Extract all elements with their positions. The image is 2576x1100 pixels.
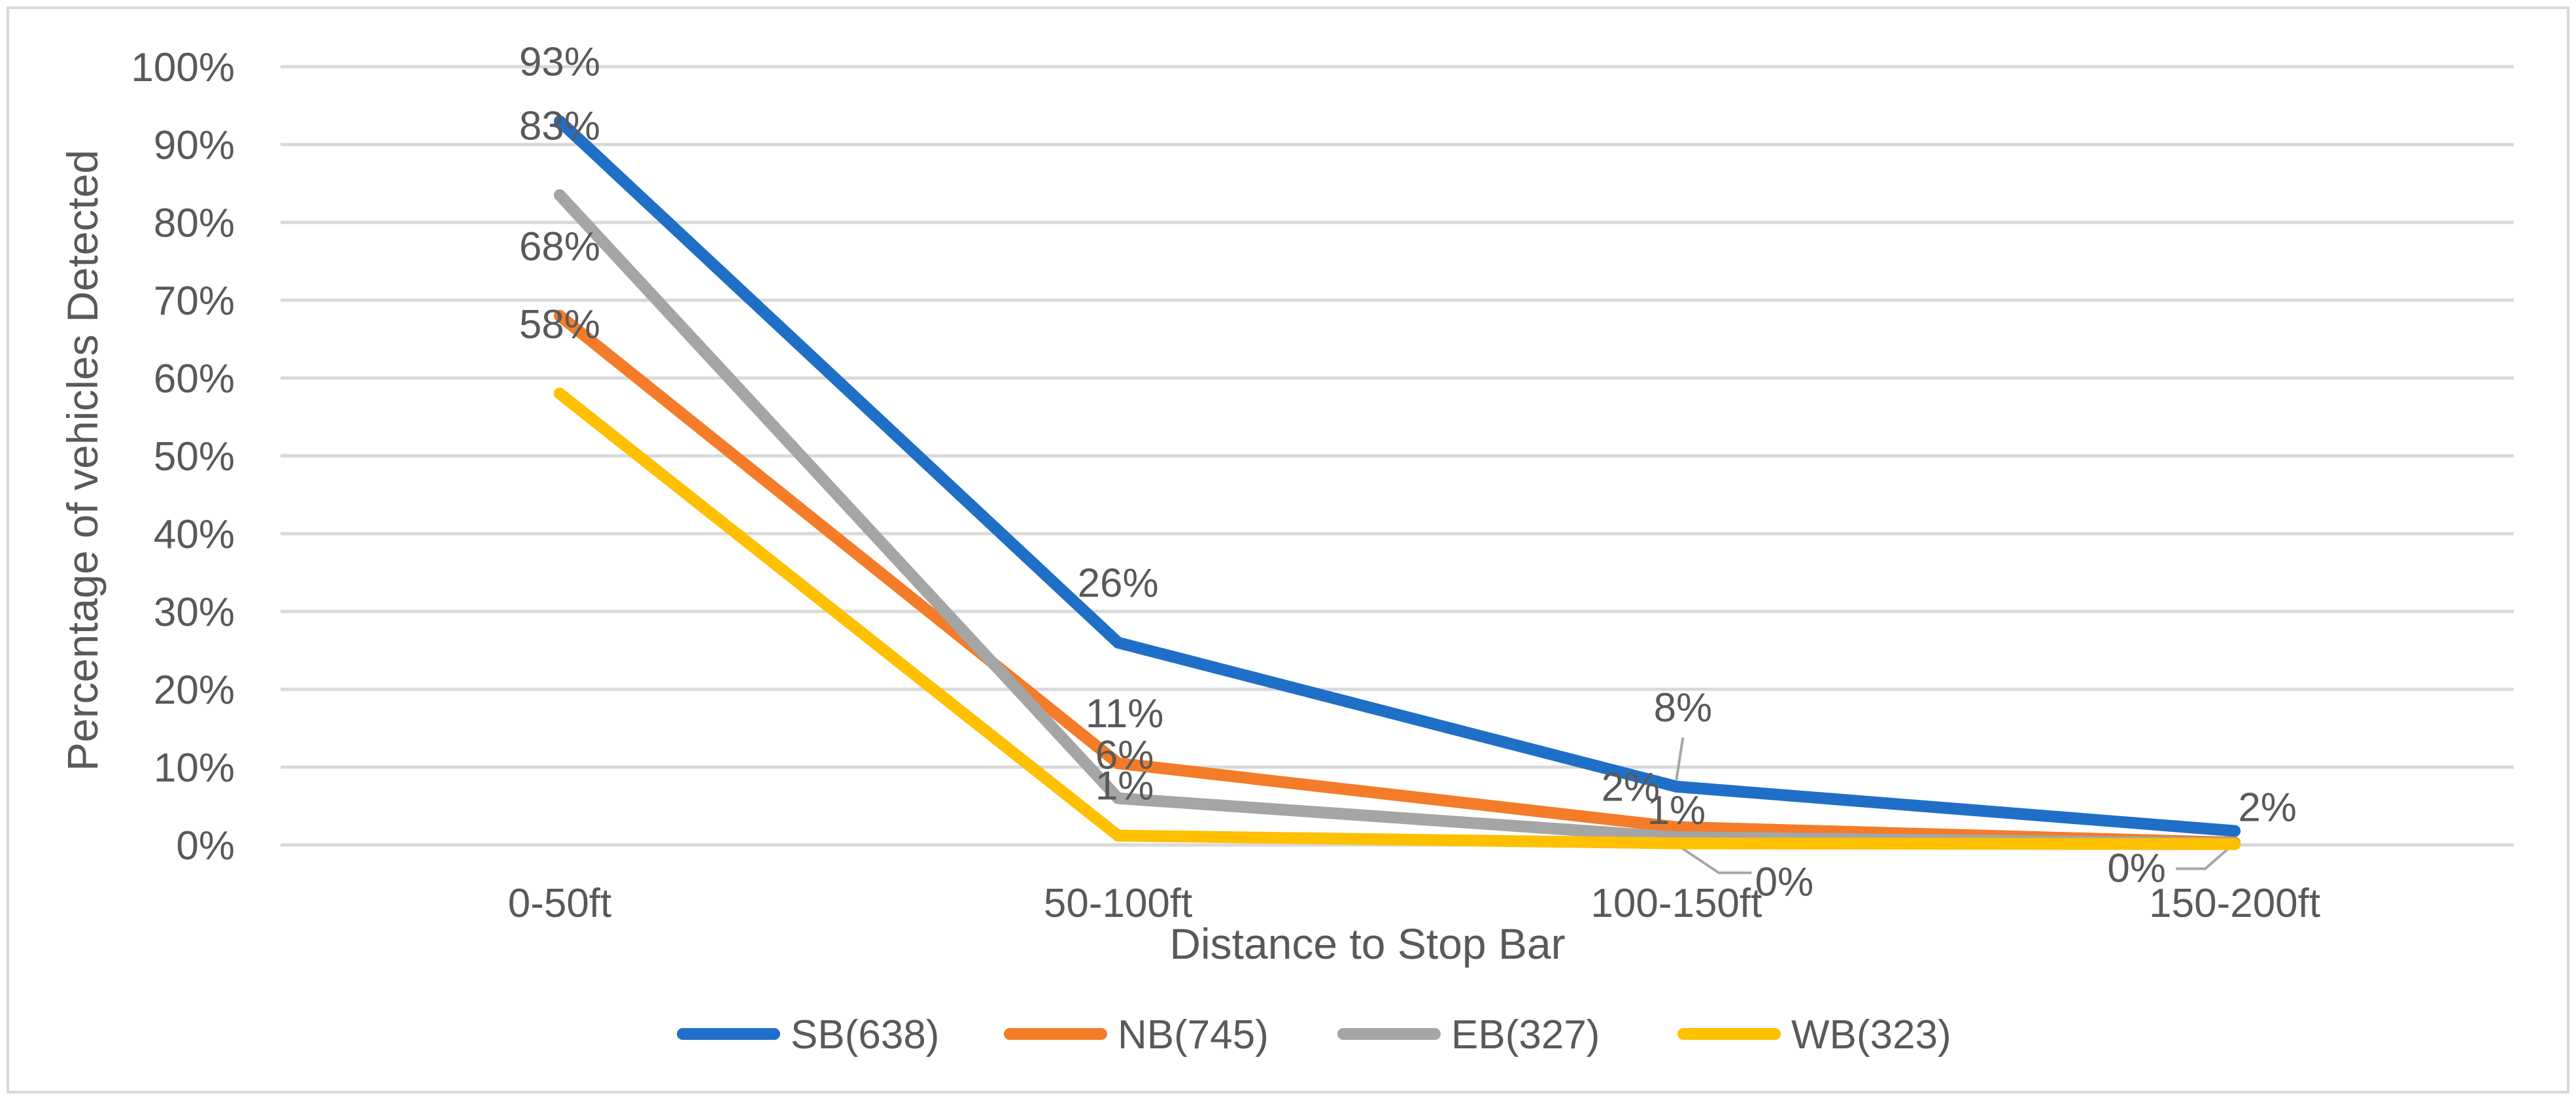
data-label-leader	[1679, 845, 1752, 874]
series-lines	[553, 115, 2241, 850]
data-label: 6%	[1095, 733, 1154, 778]
data-label: 83%	[519, 103, 600, 148]
data-label: 2%	[1602, 765, 1660, 810]
data-point	[1112, 636, 1124, 649]
data-label: 0%	[2107, 846, 2166, 891]
series-line-sb-638-	[553, 115, 2241, 837]
data-label: 1%	[1647, 788, 1706, 833]
data-point	[1112, 792, 1124, 804]
data-label: 2%	[2238, 785, 2297, 831]
data-label-leader	[2176, 844, 2233, 870]
data-labels: 93%26%8%2%68%11%2%0%83%6%1%58%1%0%	[519, 39, 2297, 904]
legend-label: WB(323)	[1791, 1012, 1951, 1057]
data-point	[553, 115, 566, 128]
line-chart: 0% 10% 20% 30% 40% 50% 60% 70% 80% 90% 100% 0-50ft…	[58, 39, 2514, 1057]
x-tick-label: 0-50ft	[508, 881, 612, 926]
data-label: 68%	[519, 224, 600, 269]
legend-label: NB(745)	[1118, 1012, 1269, 1057]
y-tick-label: 70%	[154, 279, 235, 324]
y-tick-label: 30%	[154, 590, 235, 635]
data-label-leader	[1675, 737, 1685, 781]
x-axis-ticks: 0-50ft 50-100ft 100-150ft 150-200ft	[508, 881, 2321, 926]
x-tick-label: 50-100ft	[1044, 881, 1193, 926]
data-point	[553, 189, 566, 201]
data-label: 0%	[1755, 860, 1814, 905]
y-tick-label: 80%	[154, 201, 235, 246]
series-line-nb-745-	[553, 309, 2241, 849]
data-point	[553, 309, 566, 322]
y-tick-label: 0%	[176, 823, 235, 868]
legend-label: SB(638)	[791, 1012, 939, 1057]
series-line-wb-323-	[553, 387, 2241, 850]
y-axis-title: Percentage of vehicles Detected	[58, 150, 107, 771]
y-axis-ticks: 0% 10% 20% 30% 40% 50% 60% 70% 80% 90% 100%	[131, 45, 235, 868]
x-tick-label: 100-150ft	[1590, 881, 1762, 926]
data-point	[553, 387, 566, 400]
legend-label: EB(327)	[1451, 1012, 1600, 1057]
chart-frame: 0% 10% 20% 30% 40% 50% 60% 70% 80% 90% 100% 0-50ft…	[7, 7, 2569, 1093]
data-label: 58%	[519, 302, 600, 347]
y-tick-label: 40%	[154, 512, 235, 557]
data-label: 8%	[1654, 685, 1713, 730]
y-tick-label: 90%	[154, 123, 235, 168]
data-point	[1670, 821, 1683, 833]
legend: SB(638) NB(745) EB(327) WB(323)	[677, 1012, 1951, 1057]
data-point	[1670, 780, 1683, 793]
x-axis-title: Distance to Stop Bar	[1169, 920, 1565, 968]
y-tick-label: 20%	[154, 668, 235, 713]
y-tick-label: 100%	[131, 45, 235, 90]
y-tick-label: 50%	[154, 434, 235, 479]
data-label: 1%	[1095, 764, 1154, 809]
data-point	[1112, 829, 1124, 842]
data-label: 11%	[1086, 691, 1164, 736]
data-point	[1112, 757, 1124, 770]
y-tick-label: 60%	[154, 356, 235, 402]
data-label: 26%	[1078, 561, 1159, 606]
data-point	[2229, 838, 2241, 850]
y-tick-label: 10%	[154, 746, 235, 791]
data-point	[1670, 837, 1683, 850]
data-label: 93%	[519, 39, 600, 84]
x-tick-label: 150-200ft	[2149, 881, 2320, 926]
data-label-leaders	[1675, 737, 2233, 874]
gridlines	[281, 65, 2514, 847]
data-point	[2229, 825, 2241, 837]
